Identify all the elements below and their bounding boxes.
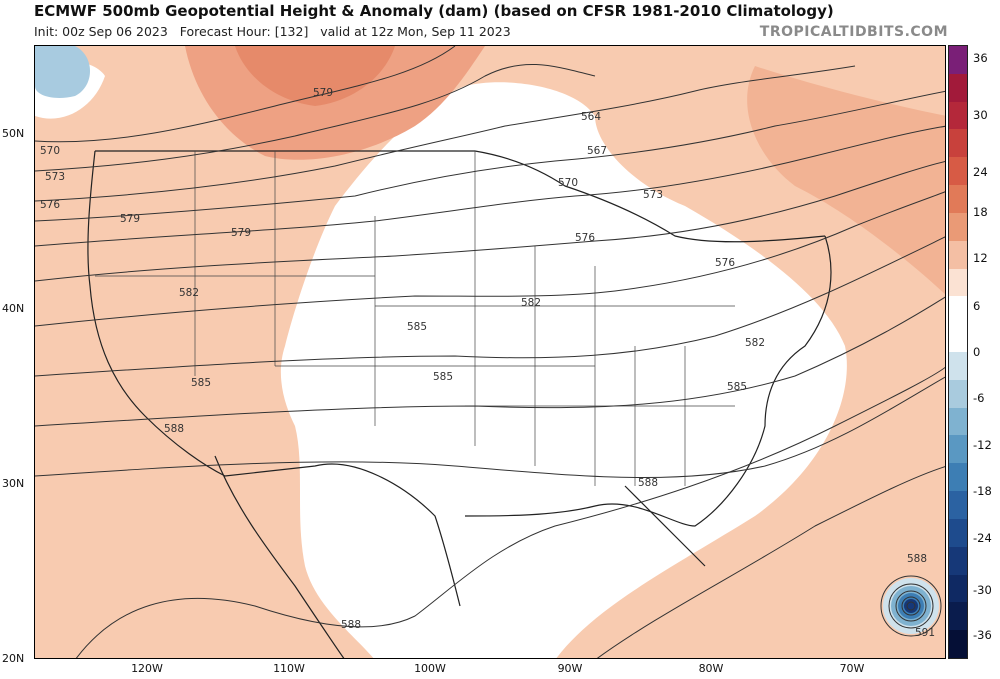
colorbar-segment [949, 240, 967, 270]
lat-label: 40N [2, 302, 25, 315]
lon-label: 90W [557, 662, 583, 675]
lat-label: 50N [2, 127, 25, 140]
contour-label: 585 [727, 381, 747, 393]
contour-label: 573 [643, 189, 663, 201]
colorbar-segment [949, 73, 967, 103]
lon-label: 100W [414, 662, 446, 675]
colorbar-segment [949, 602, 967, 631]
contour-label: 579 [231, 227, 251, 239]
colorbar-label: 18 [973, 205, 988, 219]
colorbar-label: -18 [973, 484, 992, 498]
colorbar-segment [949, 491, 967, 520]
lon-label: 70W [839, 662, 865, 675]
contour-label: 567 [587, 145, 607, 157]
colorbar-label: 30 [973, 108, 988, 122]
contour-label: 591 [915, 627, 935, 639]
contour-label: 588 [907, 553, 927, 565]
colorbar-label: -30 [973, 583, 992, 597]
colorbar-label: 12 [973, 251, 988, 265]
contour-label: 576 [575, 232, 595, 244]
colorbar-label: 36 [973, 51, 988, 65]
contour-label: 588 [638, 477, 658, 489]
colorbar-segment [949, 129, 967, 158]
contour-label: 582 [745, 337, 765, 349]
lat-label: 20N [2, 652, 25, 665]
political-borders [87, 150, 832, 658]
colorbar-label: -6 [973, 391, 985, 405]
colorbar-segment [949, 212, 967, 242]
colorbar-segment [949, 46, 967, 75]
contour-label: 579 [120, 213, 140, 225]
state-lines [95, 151, 735, 486]
contour-label: 570 [558, 177, 578, 189]
colorbar-label: 0 [973, 345, 981, 359]
colorbar-segment [949, 324, 967, 353]
colorbar-segment [949, 101, 967, 130]
colorbar-segment [949, 518, 967, 548]
forecast-hour: Forecast Hour: [132] [179, 24, 309, 39]
contour-label: 564 [581, 111, 601, 123]
map-subtitle: Init: 00z Sep 06 2023 Forecast Hour: [13… [34, 24, 511, 39]
init-time: Init: 00z Sep 06 2023 [34, 24, 168, 39]
contour-label: 570 [40, 145, 60, 157]
colorbar-label: -24 [973, 531, 992, 545]
contour-labels: 579 564 567 570 570 573 573 576 576 576 … [40, 87, 935, 639]
lon-label: 110W [273, 662, 305, 675]
colorbar-label: 6 [973, 299, 981, 313]
anomaly-fill [35, 46, 945, 658]
contour-label: 579 [313, 87, 333, 99]
contour-label: 588 [164, 423, 184, 435]
height-contours [35, 46, 945, 658]
colorbar-segment [949, 352, 967, 381]
contour-label: 588 [341, 619, 361, 631]
colorbar-segment [949, 546, 967, 576]
valid-time: valid at 12z Mon, Sep 11 2023 [320, 24, 511, 39]
lon-label: 80W [698, 662, 724, 675]
colorbar-segment [949, 630, 967, 659]
colorbar-segment [949, 296, 967, 325]
lon-label: 120W [131, 662, 163, 675]
lat-label: 30N [2, 477, 25, 490]
colorbar-segment [949, 157, 967, 186]
contour-label: 585 [433, 371, 453, 383]
colorbar-label: -36 [973, 628, 992, 642]
colorbar [948, 45, 968, 659]
map-svg: 579 564 567 570 570 573 573 576 576 576 … [35, 46, 945, 658]
colorbar-segment [949, 379, 967, 409]
colorbar-segment [949, 185, 967, 214]
colorbar-label: -12 [973, 438, 992, 452]
contour-label: 573 [45, 171, 65, 183]
contour-label: 582 [179, 287, 199, 299]
colorbar-segment [949, 463, 967, 492]
map-panel: 579 564 567 570 570 573 573 576 576 576 … [34, 45, 946, 659]
contour-label: 576 [40, 199, 60, 211]
contour-label: 576 [715, 257, 735, 269]
colorbar-segment [949, 407, 967, 436]
site-brand: TROPICALTIDBITS.COM [759, 24, 948, 40]
contour-label: 585 [191, 377, 211, 389]
colorbar-segment [949, 268, 967, 297]
contour-label: 582 [521, 297, 541, 309]
map-title: ECMWF 500mb Geopotential Height & Anomal… [34, 2, 834, 20]
colorbar-segment [949, 574, 967, 603]
colorbar-label: 24 [973, 165, 988, 179]
contour-label: 585 [407, 321, 427, 333]
colorbar-segment [949, 435, 967, 464]
